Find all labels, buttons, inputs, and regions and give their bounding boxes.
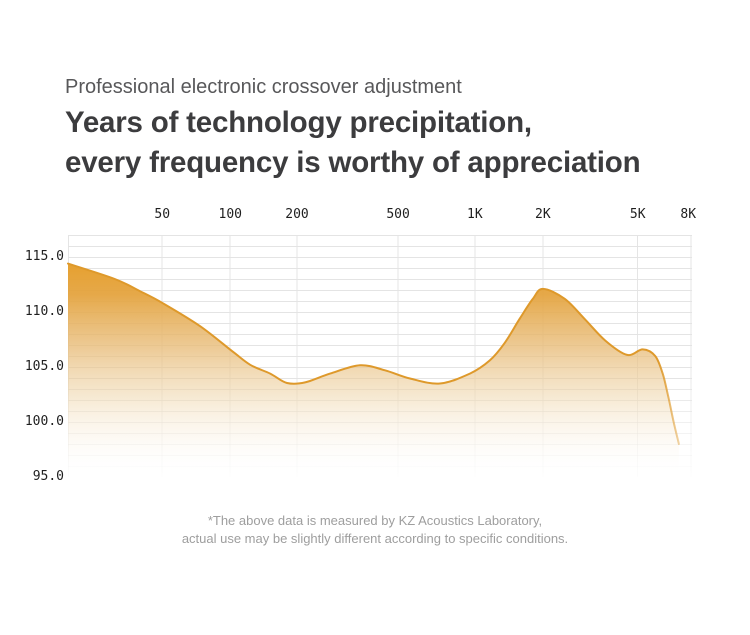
x-tick-label-500: 500 bbox=[386, 207, 410, 222]
y-tick-label-95.0: 95.0 bbox=[32, 469, 64, 484]
frequency-response-plot bbox=[67, 235, 692, 477]
x-tick-label-200: 200 bbox=[285, 207, 309, 222]
footnote-line-2: actual use may be slightly different acc… bbox=[181, 530, 569, 546]
title-line-2: every frequency is worthy of appreciatio… bbox=[65, 146, 641, 179]
title-line-1: Years of technology precipitation, bbox=[65, 106, 532, 139]
y-tick-label-105.0: 105.0 bbox=[24, 359, 64, 374]
x-tick-label-5K: 5K bbox=[629, 207, 646, 222]
response-area-fill bbox=[68, 263, 679, 477]
x-tick-label-100: 100 bbox=[218, 207, 242, 222]
x-tick-label-8K: 8K bbox=[680, 207, 697, 222]
y-tick-label-110.0: 110.0 bbox=[24, 304, 64, 319]
subtitle: Professional electronic crossover adjust… bbox=[65, 76, 462, 98]
x-tick-label-1K: 1K bbox=[467, 207, 483, 222]
y-tick-label-115.0: 115.0 bbox=[24, 249, 64, 264]
x-tick-label-50: 50 bbox=[154, 207, 171, 222]
footnote-line-1: *The above data is measured by KZ Acoust… bbox=[207, 513, 543, 528]
frequency-response-chart: 50 100 200 500 1K 2K 5K 8K 115.0 110.0 105.0 100.0… bbox=[24, 207, 697, 484]
footnote: *The above data is measured by KZ Acoust… bbox=[0, 512, 750, 547]
y-tick-label-100.0: 100.0 bbox=[24, 414, 64, 429]
page-title: Years of technology precipitation, every… bbox=[65, 103, 745, 183]
x-tick-label-2K: 2K bbox=[535, 207, 551, 222]
response-curve-line bbox=[67, 262, 680, 445]
